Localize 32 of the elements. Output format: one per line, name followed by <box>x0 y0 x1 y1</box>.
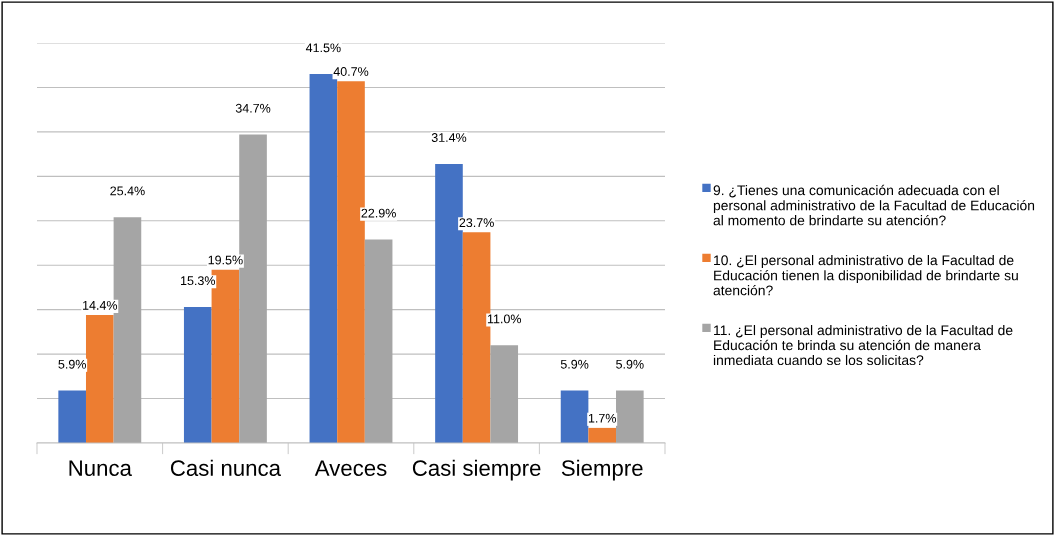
bar <box>183 307 212 443</box>
x-tick-label: Aveces <box>314 460 387 476</box>
data-label: 19.5% <box>208 255 243 265</box>
data-label: 22.9% <box>361 208 396 218</box>
data-label: 40.7% <box>333 67 369 76</box>
bar <box>58 390 86 443</box>
bar <box>560 390 589 443</box>
data-label: 15.3% <box>181 276 216 286</box>
data-label: 5.9% <box>560 359 589 369</box>
x-tick-label: Siempre <box>561 459 643 481</box>
bar <box>588 427 617 443</box>
legend-label: 11. ¿El personal administrativo de la Facultad de Educación te brinda su atención de manera inmediata cuando se los solicitas? <box>713 325 1013 366</box>
x-tick-label: Nunca <box>69 460 132 476</box>
data-label: 41.5% <box>305 43 341 53</box>
bar <box>616 390 644 443</box>
data-label: 5.9% <box>616 359 644 369</box>
x-tick-label: Casi siempre <box>412 459 541 481</box>
data-label: 31.4% <box>431 133 467 142</box>
data-label: 5.9% <box>58 359 86 369</box>
bar <box>490 345 519 443</box>
legend-label: 9. ¿Tienes una comunicación adecuada con el personal administrativo de la Facultad de Educación al momento de brindarte su atención? <box>713 184 1035 226</box>
bar <box>364 239 393 443</box>
data-label: 11.0% <box>487 314 522 324</box>
data-label: 1.7% <box>588 413 616 423</box>
bar <box>309 74 338 443</box>
data-label: 34.7% <box>235 103 271 113</box>
data-label: 14.4% <box>83 300 118 310</box>
legend-label: 10. ¿El personal administrativo de la Facultad de Educación tienen la disponibilidad de brindarte su atención? <box>713 255 1018 296</box>
bar <box>85 315 114 443</box>
data-label: 23.7% <box>459 218 494 228</box>
x-tick-label: Casi nunca <box>170 459 281 476</box>
data-label: 25.4% <box>110 186 145 196</box>
